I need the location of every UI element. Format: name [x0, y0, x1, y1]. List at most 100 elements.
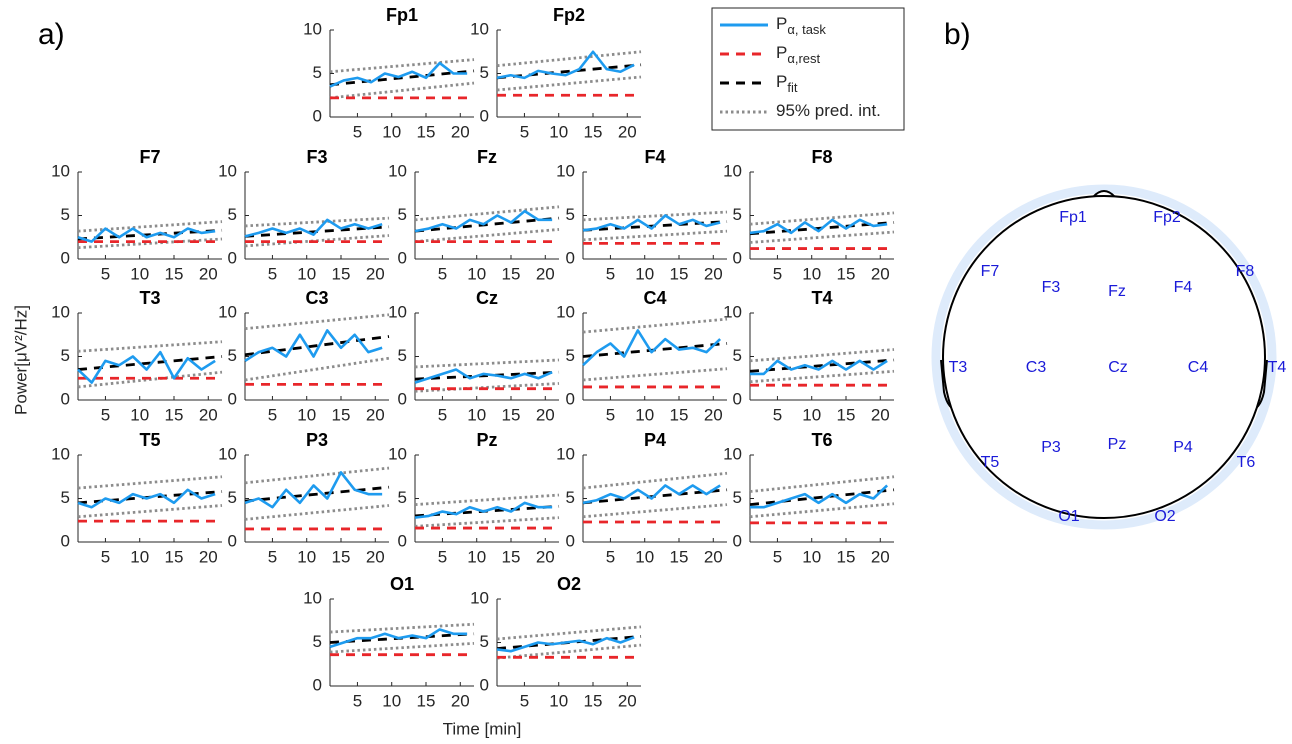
series-line: [244, 504, 390, 521]
x-tick-label: 20: [366, 547, 385, 566]
x-tick-label: 20: [536, 547, 555, 566]
chart-title: T5: [139, 430, 160, 450]
electrode-label: Cz: [1108, 359, 1128, 376]
electrode-label: C3: [1026, 359, 1047, 376]
y-tick-label: 0: [733, 389, 742, 408]
x-tick-label: 10: [635, 405, 654, 424]
series-line: [244, 335, 390, 357]
x-tick-label: 20: [536, 264, 555, 283]
x-tick-label: 15: [165, 264, 184, 283]
x-tick-label: 15: [670, 405, 689, 424]
series-line: [414, 228, 560, 243]
x-tick-label: 5: [438, 264, 447, 283]
x-tick-label: 10: [297, 405, 316, 424]
y-tick-label: 0: [733, 248, 742, 267]
y-tick-label: 0: [566, 531, 575, 550]
y-tick-label: 0: [313, 106, 322, 125]
y-tick-label: 5: [566, 205, 575, 224]
y-tick-label: 0: [228, 248, 237, 267]
y-tick-label: 10: [723, 302, 742, 321]
series-line: [749, 230, 895, 244]
y-tick-label: 10: [556, 161, 575, 180]
series-line: [77, 227, 216, 243]
chart-title: Fp2: [553, 5, 585, 25]
y-tick-label: 10: [556, 302, 575, 321]
y-tick-label: 10: [470, 588, 489, 607]
x-tick-label: 20: [618, 122, 637, 141]
legend-label: 95% pred. int.: [776, 101, 881, 120]
series-line: [582, 471, 728, 490]
x-tick-label: 20: [871, 405, 890, 424]
electrode-label: Fz: [1108, 283, 1126, 300]
chart-title: F8: [811, 147, 832, 167]
chart-title: Pz: [476, 430, 497, 450]
x-tick-label: 15: [417, 122, 436, 141]
x-tick-label: 10: [635, 547, 654, 566]
x-tick-label: 15: [417, 691, 436, 710]
series-line: [414, 209, 553, 233]
legend-label-sub: fit: [787, 80, 798, 95]
legend-label: Pfit: [776, 72, 798, 95]
x-tick-label: 20: [536, 405, 555, 424]
electrode-label: O1: [1058, 508, 1079, 525]
y-tick-label: 0: [566, 248, 575, 267]
series-line: [244, 218, 383, 238]
series-line: [244, 485, 390, 503]
chart-title: T6: [811, 430, 832, 450]
electrode-label: C4: [1188, 359, 1209, 376]
x-tick-label: 5: [773, 264, 782, 283]
x-tick-label: 15: [165, 547, 184, 566]
y-tick-label: 5: [228, 346, 237, 365]
x-tick-label: 15: [502, 405, 521, 424]
y-tick-label: 10: [51, 302, 70, 321]
head-ring: [931, 184, 1277, 530]
x-tick-label: 15: [165, 405, 184, 424]
series-line: [329, 622, 475, 634]
x-tick-label: 15: [502, 547, 521, 566]
y-tick-label: 5: [733, 205, 742, 224]
chart-title: O2: [557, 574, 581, 594]
y-axis-label: Power[μV²/Hz]: [11, 305, 30, 415]
series-line: [582, 484, 721, 505]
x-tick-label: 5: [606, 547, 615, 566]
x-tick-label: 10: [467, 264, 486, 283]
y-tick-label: 5: [733, 488, 742, 507]
series-line: [582, 367, 728, 382]
x-tick-label: 20: [199, 264, 218, 283]
series-line: [329, 61, 468, 88]
x-tick-label: 5: [101, 264, 110, 283]
series-line: [77, 488, 216, 509]
series-line: [749, 488, 895, 506]
x-tick-label: 20: [199, 405, 218, 424]
series-line: [582, 503, 728, 519]
y-tick-label: 10: [218, 161, 237, 180]
legend-label-main: 95% pred. int.: [776, 101, 881, 120]
electrode-label: O2: [1154, 508, 1175, 525]
chart-title: C3: [305, 288, 328, 308]
series-line: [244, 329, 383, 362]
y-tick-label: 5: [228, 205, 237, 224]
electrode-label: F3: [1042, 279, 1061, 296]
x-tick-label: 10: [382, 122, 401, 141]
series-line: [329, 58, 475, 74]
head: [931, 184, 1277, 530]
y-tick-label: 5: [480, 63, 489, 82]
x-tick-label: 20: [704, 405, 723, 424]
x-tick-label: 5: [606, 264, 615, 283]
x-tick-label: 5: [773, 405, 782, 424]
series-line: [749, 502, 895, 519]
chart-title: Fp1: [386, 5, 418, 25]
series-line: [414, 216, 560, 233]
series-line: [244, 356, 390, 382]
y-tick-label: 10: [51, 161, 70, 180]
y-tick-label: 0: [398, 248, 407, 267]
y-tick-label: 0: [61, 389, 70, 408]
x-tick-label: 5: [353, 122, 362, 141]
x-tick-label: 15: [584, 122, 603, 141]
x-tick-label: 10: [130, 264, 149, 283]
y-tick-label: 10: [723, 161, 742, 180]
panel-label: a): [38, 18, 65, 51]
x-tick-label: 20: [366, 264, 385, 283]
y-tick-label: 5: [61, 488, 70, 507]
